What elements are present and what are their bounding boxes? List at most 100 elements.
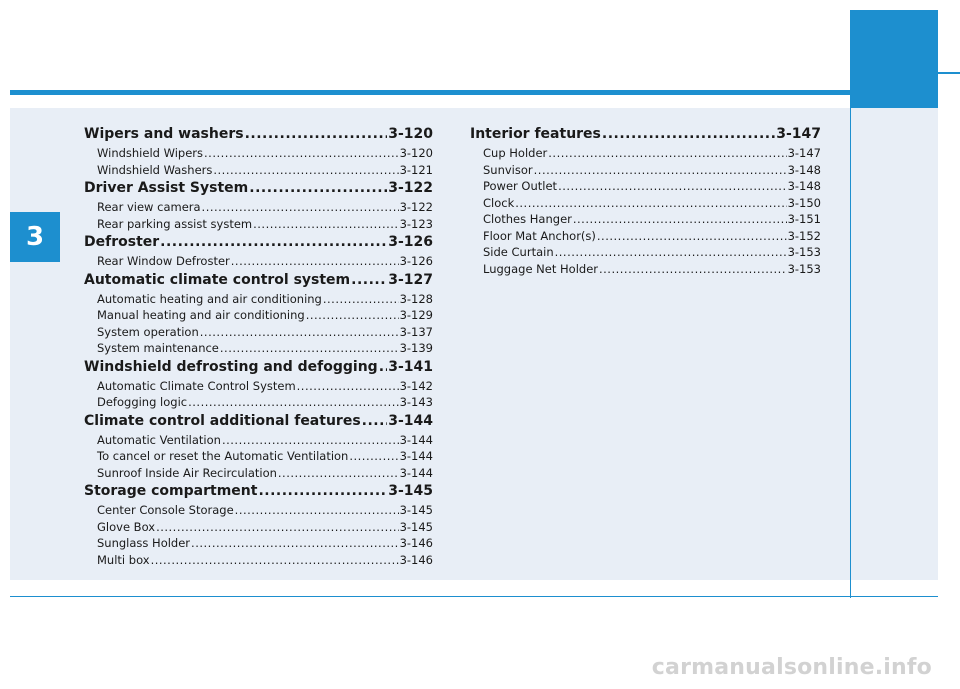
dot-leader [188,394,398,411]
toc-page-number: 3-142 [399,378,433,393]
dot-leader [151,552,399,569]
toc-entry-title: Automatic Climate Control System [97,378,296,393]
toc-entry-title: Clothes Hanger [483,212,572,226]
dot-leader [253,216,398,233]
dot-leader [349,448,398,465]
toc-subentry[interactable]: Automatic Climate Control System 3-142 [84,378,433,395]
margin-rule [850,108,851,598]
toc-subentry[interactable]: Automatic Ventilation 3-144 [84,432,433,449]
dot-leader [235,502,399,519]
dot-leader [379,357,388,377]
toc-page-number: 3-120 [388,126,433,142]
toc-entry-title: Sunvisor [483,162,533,177]
toc-entry-title: Windshield Washers [97,162,213,177]
toc-subentry[interactable]: Side Curtain 3-153 [470,244,821,261]
toc-section-entry[interactable]: Wipers and washers 3-120 [84,124,433,144]
toc-section-entry[interactable]: Defroster 3-126 [84,232,433,252]
toc-subentry[interactable]: Power Outlet 3-148 [470,178,821,195]
toc-entry-title: Automatic heating and air conditioning [97,291,322,306]
toc-subentry[interactable]: Windshield Wipers 3-120 [84,145,433,162]
toc-subentry[interactable]: Multi box 3-146 [84,552,433,569]
toc-subentry[interactable]: System maintenance 3-139 [84,340,433,357]
dot-leader [220,340,399,357]
toc-subentry[interactable]: To cancel or reset the Automatic Ventila… [84,448,433,465]
dot-leader [278,465,399,482]
toc-page-number: 3-147 [776,126,821,142]
toc-subentry[interactable]: Clock 3-150 [470,195,821,212]
dot-leader [245,124,388,144]
toc-page-number: 3-144 [399,449,433,463]
toc-subentry[interactable]: System operation 3-137 [84,324,433,341]
toc-subentry[interactable]: Rear parking assist system 3-123 [84,216,433,233]
toc-page-number: 3-129 [399,308,433,322]
toc-entry-title: Luggage Net Holder [483,261,598,276]
toc-entry-title: Driver Assist System [84,180,249,196]
toc-entry-title: Center Console Storage [97,503,234,517]
toc-subentry[interactable]: Rear view camera 3-122 [84,199,433,216]
dot-leader [202,199,399,216]
toc-entry-title: Manual heating and air conditioning [97,308,305,322]
toc-page-number: 3-150 [787,195,821,210]
toc-page-number: 3-127 [388,271,433,288]
dot-leader [362,411,388,431]
toc-subentry[interactable]: Glove Box 3-145 [84,519,433,536]
dot-leader [599,261,787,278]
toc-subentry[interactable]: Defogging logic 3-143 [84,394,433,411]
toc-entry-title: Sunglass Holder [97,536,191,550]
toc-entry-title: Defogging logic [97,395,188,409]
chapter-block [850,10,938,108]
toc-section-entry[interactable]: Interior features 3-147 [470,124,821,144]
toc-page-number: 3-137 [399,324,433,339]
dot-leader [191,535,399,552]
toc-subentry[interactable]: Sunroof Inside Air Recirculation 3-144 [84,465,433,482]
toc-page-number: 3-145 [399,519,433,534]
toc-subentry[interactable]: Luggage Net Holder 3-153 [470,261,821,278]
toc-subentry[interactable]: Cup Holder 3-147 [470,145,821,162]
toc-entry-title: Storage compartment [84,483,258,499]
dot-leader [558,178,787,195]
toc-section-entry[interactable]: Climate control additional features 3-144 [84,411,433,431]
toc-subentry[interactable]: Automatic heating and air conditioning 3-… [84,291,433,308]
toc-entry-title: Rear view camera [97,200,201,214]
toc-page-number: 3-123 [399,216,433,231]
toc-section-entry[interactable]: Automatic climate control system 3-127 [84,270,433,290]
toc-subentry[interactable]: Manual heating and air conditioning 3-129 [84,307,433,324]
toc-entry-title: System maintenance [97,341,219,355]
toc-page-number: 3-146 [399,536,433,550]
toc-entry-title: Automatic Ventilation [97,432,221,447]
toc-entry-title: Power Outlet [483,179,558,193]
toc-entry-title: Sunroof Inside Air Recirculation [97,465,277,480]
dot-leader [548,145,786,162]
toc-subentry[interactable]: Sunglass Holder 3-146 [84,535,433,552]
chapter-tab[interactable]: 3 [10,212,60,262]
toc-page-number: 3-153 [787,261,821,276]
toc-page-number: 3-144 [399,432,433,447]
toc-subentry[interactable]: Windshield Washers 3-121 [84,162,433,179]
toc-page-number: 3-146 [399,552,433,567]
toc-subentry[interactable]: Sunvisor 3-148 [470,162,821,179]
dot-leader [249,178,387,198]
dot-leader [515,195,786,212]
toc-subentry[interactable]: Center Console Storage 3-145 [84,502,433,519]
toc-page-number: 3-120 [399,146,433,160]
toc-subentry[interactable]: Floor Mat Anchor(s) 3-152 [470,228,821,245]
toc-page-number: 3-141 [388,358,433,375]
toc-section-entry[interactable]: Storage compartment 3-145 [84,481,433,501]
toc-section-entry[interactable]: Driver Assist System 3-122 [84,178,433,198]
header-rule [10,90,850,95]
dot-leader [597,228,787,245]
toc-section-entry[interactable]: Windshield defrosting and defogging 3-141 [84,357,433,377]
toc-right-column: Interior features 3-147 Cup Holder 3-147 Sun… [470,124,821,277]
dot-leader [351,270,387,290]
toc-subentry[interactable]: Rear Window Defroster 3-126 [84,253,433,270]
toc-entry-title: Defroster [84,234,160,250]
toc-subentry[interactable]: Clothes Hanger 3-151 [470,211,821,228]
dot-leader [258,481,387,501]
dot-leader [204,145,399,162]
toc-entry-title: Rear parking assist system [97,216,253,231]
toc-entry-title: Climate control additional features [84,412,361,429]
toc-entry-title: System operation [97,324,199,339]
toc-entry-title: Windshield defrosting and defogging [84,358,378,375]
toc-page-number: 3-128 [399,291,433,306]
toc-page-number: 3-122 [388,180,433,196]
